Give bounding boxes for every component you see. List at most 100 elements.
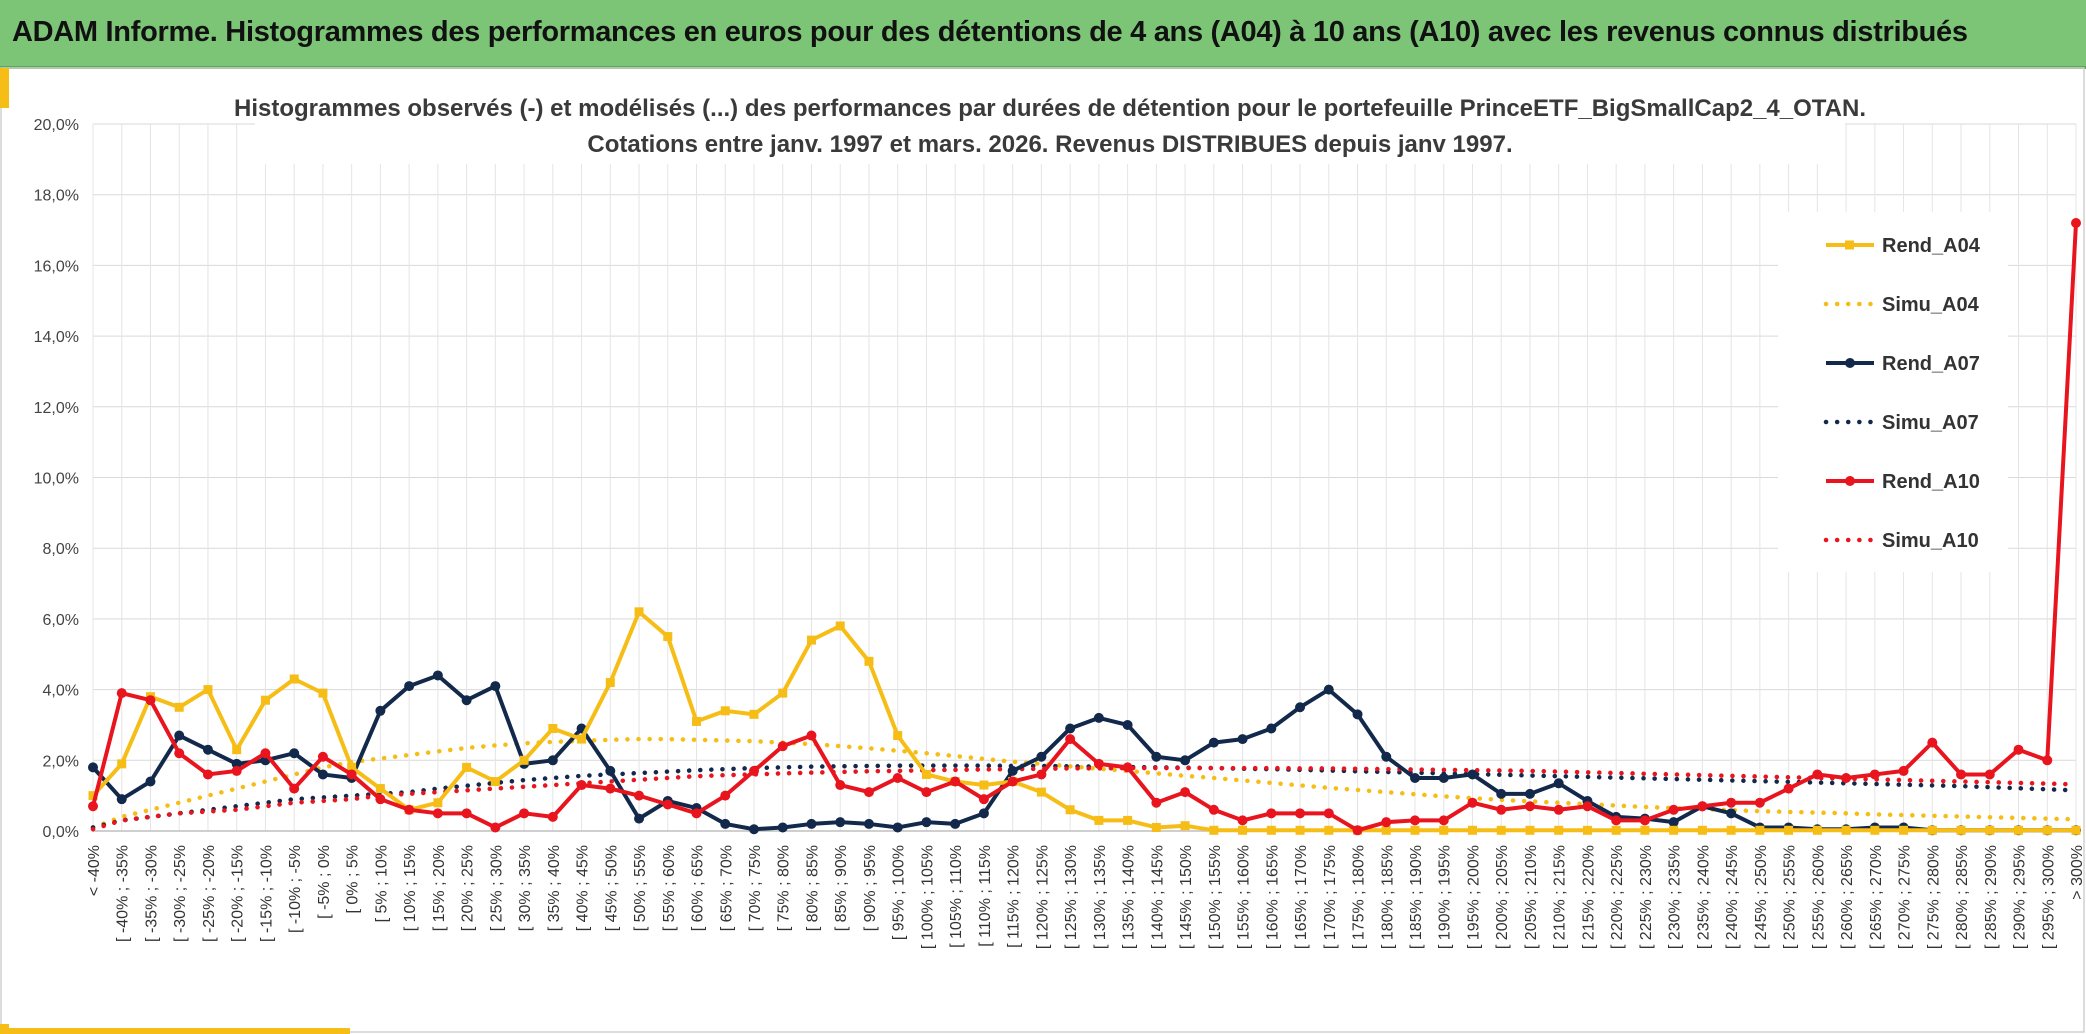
data-point [1956,769,1967,780]
accent-bar-left [0,68,9,108]
data-point [1439,825,1449,835]
data-point [88,791,98,801]
data-point [1524,788,1535,799]
x-tick-label: [ 135% ; 140% [1121,845,1138,949]
data-point [145,776,156,787]
x-tick-label: [ -25% ; -20% [201,845,218,942]
data-point [1151,822,1161,832]
data-point [835,817,846,828]
y-tick-label: 10,0% [34,471,79,488]
x-tick-label: [ 65% ; 70% [718,845,735,931]
x-tick-label: [ 250% ; 255% [1782,845,1799,949]
data-point [1151,751,1162,762]
data-point [547,811,558,822]
data-point [1266,723,1277,734]
data-point [145,695,156,706]
x-tick-label: [ 280% ; 285% [1954,845,1971,949]
data-point [1668,817,1679,828]
data-point [1812,825,1822,835]
series-Rend_A10 [88,217,2081,836]
data-point [1094,815,1104,825]
data-point [289,674,299,684]
data-point [1841,772,1852,783]
data-point [519,808,530,819]
x-tick-label: [ 225% ; 230% [1638,845,1655,949]
data-point [663,632,673,642]
data-point [1036,769,1047,780]
legend-label: Rend_A07 [1882,353,1980,375]
legend-item-Rend_A04: Rend_A04 [1826,235,1981,257]
data-point [2042,755,2053,766]
x-tick-label: < -40% [86,845,103,896]
data-point [1697,825,1707,835]
x-tick-label: [ 145% ; 150% [1178,845,1195,949]
x-tick-label: [ 160% ; 165% [1264,845,1281,949]
data-point [720,706,730,716]
data-point [1812,769,1823,780]
data-point [404,804,415,815]
y-tick-label: 20,0% [34,117,79,134]
data-point [548,723,558,733]
legend-marker [1845,240,1854,250]
data-point [1524,801,1535,812]
data-point [978,808,989,819]
data-point [116,688,127,699]
data-point [1323,808,1334,819]
legend-label: Simu_A10 [1882,530,1979,552]
data-point [88,801,98,812]
series-Simu_A04 [90,736,2079,830]
data-point [921,787,932,798]
x-tick-label: [ 230% ; 235% [1667,845,1684,949]
data-point [375,705,386,716]
data-point [1410,825,1420,835]
data-point [1295,702,1306,713]
x-tick-label: [ 15% ; 20% [431,845,448,931]
data-point [1496,804,1507,815]
data-point [749,765,759,776]
data-point [1381,825,1391,835]
x-tick-label: [ -20% ; -15% [230,845,247,942]
x-tick-label: [ 210% ; 215% [1552,845,1569,949]
x-tick-label: [ 10% ; 15% [402,845,419,931]
data-point [1381,751,1392,762]
data-point [1007,765,1018,776]
data-point [490,822,501,833]
data-point [576,780,587,791]
x-tick-label: [ -15% ; -10% [258,845,275,942]
data-point [1582,825,1592,835]
series-line-Rend_A07 [91,673,2076,833]
data-point [1496,788,1507,799]
data-point [1237,815,1248,826]
data-point [1467,797,1478,808]
data-point [1553,778,1564,789]
x-tick-label: [ 245% ; 250% [1753,845,1770,949]
series-Simu_A07 [90,763,2079,830]
data-point [1352,825,1363,836]
x-tick-label: [ 295% ; 300% [2040,845,2057,949]
x-tick-label: [ 75% ; 80% [776,845,793,931]
x-tick-label: [ -40% ; -35% [115,845,132,942]
data-point [2071,217,2081,228]
x-tick-label: [ 125% ; 130% [1063,845,1080,949]
data-point [260,748,271,759]
data-point [289,783,300,794]
data-point [490,681,501,692]
data-point [1984,769,1995,780]
x-tick-label: [ 85% ; 90% [833,845,850,931]
data-point [1726,797,1737,808]
data-point [1726,825,1736,835]
legend-label: Simu_A04 [1882,294,1980,316]
data-point [950,818,961,829]
banner-title: ADAM Informe. Histogrammes des performan… [12,16,1968,48]
data-point [1151,797,1162,808]
data-point [720,790,731,801]
legend-background [1778,212,2008,572]
x-tick-label: [ 255% ; 260% [1810,845,1827,949]
series-line-Simu_A07 [90,763,2079,830]
x-tick-label: [ 130% ; 135% [1092,845,1109,949]
x-tick-label: [ 60% ; 65% [690,845,707,931]
x-tick-label: [ 115% ; 120% [1006,845,1023,948]
data-point [1180,787,1191,798]
x-tick-label: [ 50% ; 55% [632,845,649,931]
